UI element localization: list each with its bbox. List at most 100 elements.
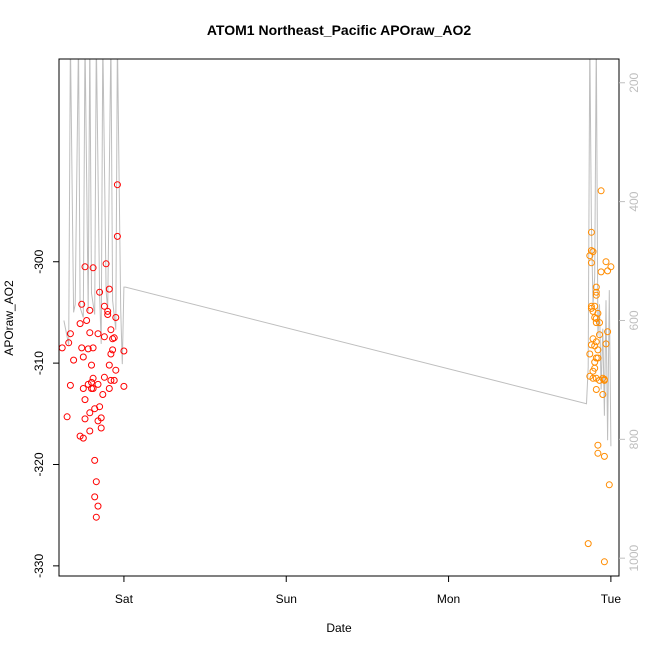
data-point-series-1 (102, 260, 110, 268)
plot-area (59, 59, 615, 566)
data-point-series-1 (109, 346, 117, 354)
x-tick-label: Sat (115, 592, 134, 606)
points-group (59, 181, 615, 566)
data-point-series-2 (602, 258, 610, 266)
data-point-series-1 (97, 414, 105, 422)
x-tick-label: Mon (437, 592, 460, 606)
data-point-series-1 (92, 478, 100, 486)
data-point-series-2 (589, 248, 597, 256)
data-point-series-1 (110, 376, 118, 384)
data-point-series-1 (88, 361, 95, 369)
data-point-series-1 (59, 344, 66, 352)
data-point-series-1 (105, 361, 113, 369)
data-point-series-2 (602, 340, 610, 348)
data-point-series-1 (94, 502, 102, 510)
data-point-series-1 (92, 513, 100, 521)
data-point-series-1 (70, 356, 78, 364)
data-point-series-2 (607, 263, 615, 271)
data-point-series-1 (109, 335, 117, 343)
data-point-series-2 (594, 441, 602, 449)
data-point-series-1 (113, 181, 121, 189)
plot-frame (58, 58, 620, 577)
profile-line (63, 59, 612, 447)
data-point-series-1 (89, 264, 97, 272)
right-tick-label: 600 (627, 310, 641, 330)
data-point-series-1 (96, 288, 104, 296)
data-point-series-1 (110, 334, 118, 342)
data-point-series-1 (78, 344, 86, 352)
data-point-series-1 (66, 330, 74, 338)
data-point-series-2 (587, 259, 595, 267)
data-point-series-2 (604, 328, 612, 336)
data-point-series-1 (100, 333, 108, 341)
data-point-series-2 (600, 558, 608, 566)
data-point-series-1 (99, 391, 107, 398)
data-point-series-1 (81, 415, 89, 423)
data-point-series-2 (597, 187, 605, 195)
data-point-series-2 (586, 350, 594, 358)
data-point-series-1 (65, 339, 73, 347)
data-point-series-2 (594, 346, 602, 354)
data-point-series-1 (83, 317, 91, 324)
data-point-series-2 (589, 374, 597, 382)
data-point-series-1 (112, 366, 120, 374)
data-point-series-1 (100, 302, 108, 310)
data-point-series-2 (584, 540, 592, 548)
data-point-series-1 (104, 311, 112, 318)
data-point-series-1 (89, 344, 97, 352)
data-point-series-1 (89, 385, 97, 392)
data-point-series-2 (592, 291, 600, 299)
data-point-series-1 (97, 424, 105, 432)
data-point-series-1 (86, 409, 94, 417)
chart-title: ATOM1 Northeast_Pacific APOraw_AO2 (207, 22, 471, 38)
data-point-series-2 (596, 319, 603, 327)
data-point-series-1 (112, 314, 120, 321)
data-point-series-2 (587, 228, 595, 236)
data-point-series-1 (91, 493, 99, 501)
data-point-series-1 (79, 385, 87, 392)
data-point-series-1 (94, 380, 102, 388)
data-point-series-1 (104, 307, 112, 315)
data-point-series-1 (89, 374, 97, 382)
data-point-series-2 (594, 449, 602, 457)
y-axis: -330 -320 -310 -300 (32, 249, 59, 578)
x-tick-label: Tue (601, 592, 622, 606)
right-tick-label: 200 (627, 72, 641, 92)
data-point-series-1 (107, 376, 115, 384)
y-tick-label: -330 (32, 554, 46, 578)
data-point-series-2 (591, 302, 599, 310)
data-point-series-2 (597, 268, 605, 276)
data-point-series-1 (81, 396, 89, 404)
data-point-series-2 (592, 283, 600, 291)
data-point-series-1 (79, 353, 87, 361)
y-tick-label: -300 (32, 249, 46, 273)
profile-line-group (63, 59, 612, 447)
data-point-series-2 (604, 267, 612, 275)
right-tick-label: 400 (627, 191, 641, 211)
data-point-series-1 (79, 434, 87, 442)
data-point-series-1 (86, 306, 94, 314)
data-point-series-2 (592, 338, 600, 346)
x-axis-label: Date (326, 621, 352, 635)
data-point-series-1 (107, 350, 115, 358)
y-axis-label: APOraw_AO2 (2, 280, 16, 356)
data-point-series-2 (591, 364, 599, 372)
data-point-series-1 (100, 373, 108, 381)
data-point-series-2 (599, 374, 607, 382)
data-point-series-1 (86, 427, 94, 435)
data-point-series-1 (94, 330, 102, 338)
data-point-series-1 (105, 285, 113, 293)
right-tick-label: 1000 (627, 545, 641, 572)
data-point-series-1 (81, 263, 89, 271)
right-tick-label: 800 (627, 429, 641, 449)
x-axis: Sat Sun Mon Tue (115, 576, 621, 606)
y-tick-label: -320 (32, 452, 46, 476)
data-point-series-1 (96, 403, 104, 411)
data-point-series-2 (605, 481, 613, 489)
data-point-series-2 (592, 288, 600, 296)
x-tick-label: Sun (276, 592, 297, 606)
data-point-series-1 (120, 382, 128, 390)
data-point-series-2 (594, 309, 602, 317)
data-point-series-1 (63, 413, 71, 421)
